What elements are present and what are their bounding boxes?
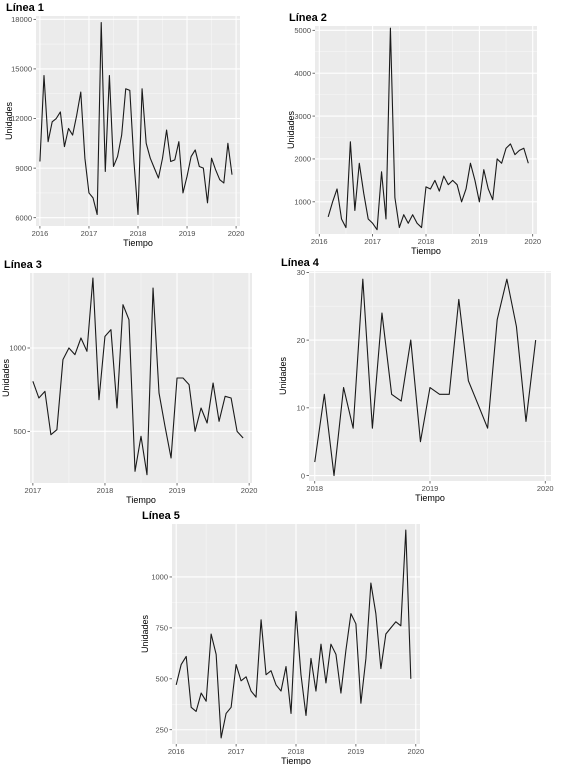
chart-1-y-tick-label: 12000: [11, 114, 32, 123]
chart-5-x-tick-label: 2017: [228, 747, 245, 756]
chart-linea-2: 2016 2017 2018 2019 2020 1000 2000 3000 4000 5000…: [285, 0, 569, 256]
chart-2-y-axis-label: Unidades: [286, 110, 296, 149]
chart-panel-2: 2016 2017 2018 2019 2020 1000 2000 3000 4000 5000…: [285, 0, 569, 256]
chart-4-y-tick-label: 20: [297, 336, 305, 345]
chart-3-title: Línea 3: [4, 259, 42, 271]
chart-1-x-tick-label: 2017: [81, 229, 98, 238]
chart-4-title: Línea 4: [281, 257, 320, 269]
chart-5-y-tick-label: 750: [155, 624, 168, 633]
chart-2-x-tick-label: 2016: [311, 237, 328, 246]
chart-4-y-axis-label: Unidades: [278, 356, 288, 395]
chart-2-x-tick-label: 2017: [364, 237, 381, 246]
chart-4-y-tick-label: 0: [301, 471, 305, 480]
chart-2-y-tick-label: 4000: [294, 69, 311, 78]
chart-5-x-tick-label: 2016: [168, 747, 185, 756]
chart-4-y-tick-label: 30: [297, 268, 305, 277]
chart-5-x-tick-label: 2020: [407, 747, 424, 756]
chart-linea-1: 2016 2017 2018 2019 2020 6000 9000 12000 15000 18…: [0, 0, 285, 255]
chart-2-y-tick-label: 2000: [294, 155, 311, 164]
chart-4-x-axis-label: Tiempo: [415, 493, 445, 503]
chart-3-x-axis-label: Tiempo: [126, 495, 156, 505]
chart-4-x-tick-label: 2020: [537, 484, 554, 493]
chart-3-x-tick-label: 2020: [241, 486, 258, 495]
chart-2-x-tick-label: 2018: [418, 237, 435, 246]
chart-1-x-tick-label: 2020: [228, 229, 245, 238]
chart-1-x-tick-label: 2018: [130, 229, 147, 238]
chart-5-y-tick-label: 1000: [151, 573, 168, 582]
chart-5-series-line: [175, 529, 412, 739]
chart-1-y-tick-label: 6000: [15, 213, 32, 222]
chart-5-y-tick-label: 250: [155, 725, 168, 734]
chart-1-y-tick-label: 18000: [11, 15, 32, 24]
chart-3-y-tick-label: 500: [13, 427, 26, 436]
chart-linea-5: 2016 2017 2018 2019 2020 250 500 750 1000 Línea 5…: [136, 510, 430, 765]
chart-5-title: Línea 5: [142, 510, 180, 522]
chart-1-x-tick-label: 2016: [32, 229, 49, 238]
chart-2-x-tick-label: 2020: [524, 237, 541, 246]
chart-2-series-line: [327, 27, 529, 231]
chart-4-y-tick-label: 10: [297, 404, 305, 413]
chart-3-x-tick-label: 2017: [25, 486, 42, 495]
chart-1-series-line: [39, 22, 233, 215]
chart-5-y-axis-label: Unidades: [140, 614, 150, 653]
chart-1-y-tick-label: 9000: [15, 164, 32, 173]
chart-panel-1: 2016 2017 2018 2019 2020 6000 9000 12000 15000 18…: [0, 0, 285, 255]
chart-4-x-tick-label: 2019: [422, 484, 439, 493]
chart-5-x-axis-label: Tiempo: [281, 756, 311, 765]
chart-1-x-tick-label: 2019: [179, 229, 196, 238]
chart-2-y-tick-label: 5000: [294, 26, 311, 35]
chart-2-title: Línea 2: [289, 12, 327, 24]
chart-2-y-tick-label: 3000: [294, 112, 311, 121]
chart-panel-3: 2017 2018 2019 2020 500 1000 Línea 3 Tiempo Unid…: [0, 255, 277, 510]
chart-linea-3: 2017 2018 2019 2020 500 1000 Línea 3 Tiempo Unid…: [0, 255, 277, 510]
chart-5-y-tick-label: 500: [155, 675, 168, 684]
chart-1-x-axis-label: Tiempo: [123, 238, 153, 248]
chart-1-y-axis-label: Unidades: [4, 101, 14, 140]
chart-4-series-line: [314, 278, 537, 477]
chart-1-title: Línea 1: [6, 2, 44, 14]
chart-3-x-tick-label: 2019: [169, 486, 186, 495]
chart-3-series-line: [32, 277, 244, 476]
chart-3-y-tick-label: 1000: [9, 344, 26, 353]
chart-3-y-axis-label: Unidades: [1, 358, 11, 397]
chart-4-x-tick-label: 2018: [306, 484, 323, 493]
chart-3-x-tick-label: 2018: [97, 486, 114, 495]
chart-1-y-tick-label: 15000: [11, 65, 32, 74]
chart-panel-5: 2016 2017 2018 2019 2020 250 500 750 1000 Línea 5…: [136, 510, 430, 765]
chart-5-x-tick-label: 2018: [288, 747, 305, 756]
chart-2-y-tick-label: 1000: [294, 198, 311, 207]
chart-2-x-tick-label: 2019: [471, 237, 488, 246]
chart-panel-4: 2018 2019 2020 0 10 20 30 Línea 4 Tiempo Unidades: [277, 255, 569, 510]
chart-5-x-tick-label: 2019: [348, 747, 365, 756]
chart-2-x-axis-label: Tiempo: [411, 246, 441, 256]
